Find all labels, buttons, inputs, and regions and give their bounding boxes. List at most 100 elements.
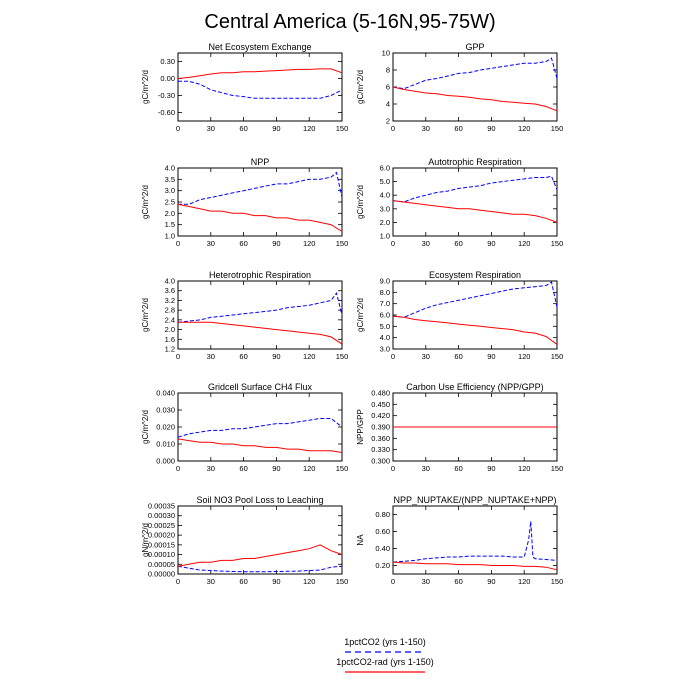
plot-frame: [177, 280, 343, 350]
x-tick-label: 60: [454, 124, 462, 133]
y-axis-label: NPP/GPP: [356, 409, 365, 445]
panel-autotrophic-respiration: Autotrophic Respiration 0 30 60 90 120 150 1.0 2…: [356, 157, 563, 248]
y-tick-label: 4.0: [165, 277, 175, 286]
x-tick-label: 150: [336, 464, 349, 473]
x-tick-label: 0: [176, 124, 180, 133]
series-line-1pctco2-yrs-1-150: [177, 291, 343, 323]
panel-title: Autotrophic Respiration: [428, 157, 522, 167]
panel-title: NPP: [251, 157, 270, 167]
y-tick-label: 8.0: [380, 288, 390, 297]
x-tick-label: 120: [303, 239, 316, 248]
y-tick-label: 9.0: [380, 277, 390, 286]
plot-frame: [177, 505, 343, 575]
x-tick-label: 90: [487, 239, 495, 248]
x-tick-label: 0: [176, 577, 180, 586]
y-tick-label: 2.5: [165, 198, 175, 207]
y-tick-label: 4: [386, 100, 390, 109]
y-tick-label: 2: [386, 117, 390, 126]
y-tick-label: 0.450: [371, 400, 390, 409]
y-tick-label: 0.00030: [148, 511, 175, 520]
y-tick-label: 0.00005: [148, 560, 175, 569]
y-axis-label: gC/m^2/d: [141, 410, 150, 444]
x-tick-label: 30: [422, 239, 430, 248]
panel-title: Ecosystem Respiration: [429, 270, 521, 280]
x-tick-label: 30: [207, 239, 215, 248]
y-tick-label: 7.0: [380, 299, 390, 308]
x-tick-label: 0: [391, 352, 395, 361]
y-tick-label: 0.030: [156, 406, 175, 415]
series-line-1pctco2-rad-yrs-1-150: [177, 544, 343, 567]
y-tick-label: 0.390: [371, 423, 390, 432]
y-tick-label: 0.480: [371, 389, 390, 398]
series-line-1pctco2-rad-yrs-1-150: [177, 203, 343, 232]
y-tick-label: 3.5: [165, 175, 175, 184]
x-tick-label: 120: [303, 124, 316, 133]
plot-frame: [392, 505, 558, 575]
series-line-1pctco2-rad-yrs-1-150: [392, 561, 558, 571]
y-tick-label: 3.6: [165, 286, 175, 295]
plot-frame: [392, 52, 558, 122]
panel-npp-nuptake-npp-nuptake-npp: NPP_NUPTAKE/(NPP_NUPTAKE+NPP) 0 30 60 90 120 1…: [356, 495, 563, 586]
x-tick-label: 120: [303, 352, 316, 361]
y-tick-label: 0.420: [371, 411, 390, 420]
series-line-1pctco2-yrs-1-150: [177, 565, 343, 573]
series-line-1pctco2-yrs-1-150: [392, 57, 558, 90]
y-tick-label: 1.5: [165, 220, 175, 229]
x-tick-label: 30: [422, 577, 430, 586]
y-axis-label: gN/m^2/d: [141, 523, 150, 557]
plot-frame: [392, 280, 558, 350]
x-tick-label: 150: [336, 577, 349, 586]
x-tick-label: 60: [239, 352, 247, 361]
x-tick-label: 90: [272, 124, 280, 133]
plot-frame: [392, 167, 558, 237]
y-tick-label: 2.0: [380, 218, 390, 227]
panel-title: Gridcell Surface CH4 Flux: [208, 382, 313, 392]
y-tick-label: 0.40: [375, 544, 390, 553]
y-axis-label: NA: [356, 534, 365, 546]
x-tick-label: 150: [336, 124, 349, 133]
y-tick-label: 3.0: [380, 204, 390, 213]
y-tick-label: 6: [386, 83, 390, 92]
x-tick-label: 30: [207, 352, 215, 361]
legend-label-1pctco2-rad: 1pctCO2-rad (yrs 1-150): [336, 657, 434, 667]
x-tick-label: 90: [272, 577, 280, 586]
panel-title: Soil NO3 Pool Loss to Leaching: [196, 495, 323, 505]
x-tick-label: 0: [391, 464, 395, 473]
panel-npp: NPP 0 30 60 90 120 150 1.0 1.5 2.0 2.5 3.0 3.5 4.0 gC/…: [141, 157, 348, 248]
y-tick-label: 0.360: [371, 434, 390, 443]
x-tick-label: 150: [551, 577, 564, 586]
x-tick-label: 60: [239, 239, 247, 248]
y-tick-label: 1.2: [165, 345, 175, 354]
x-tick-label: 150: [551, 464, 564, 473]
x-tick-label: 120: [303, 464, 316, 473]
series-line-1pctco2-yrs-1-150: [392, 281, 558, 318]
y-tick-label: 0.00020: [148, 531, 175, 540]
y-tick-label: -0.60: [158, 108, 175, 117]
x-tick-label: 120: [518, 124, 531, 133]
y-axis-label: gC/m^2/d: [356, 185, 365, 219]
x-tick-label: 120: [518, 352, 531, 361]
x-tick-label: 90: [487, 352, 495, 361]
series-line-1pctco2-rad-yrs-1-150: [177, 438, 343, 453]
legend: 1pctCO2 (yrs 1-150) 1pctCO2-rad (yrs 1-1…: [336, 637, 434, 673]
x-tick-label: 120: [518, 577, 531, 586]
y-axis-label: gC/m^2/d: [141, 185, 150, 219]
y-tick-label: 3.0: [165, 186, 175, 195]
panel-soil-no3-pool-loss-to-leaching: Soil NO3 Pool Loss to Leaching 0 30 60 90 120…: [141, 495, 348, 586]
x-tick-label: 60: [454, 239, 462, 248]
y-tick-label: 10: [382, 49, 390, 58]
x-tick-label: 60: [239, 464, 247, 473]
x-tick-label: 60: [454, 352, 462, 361]
series-line-1pctco2-yrs-1-150: [392, 521, 558, 563]
x-tick-label: 150: [551, 352, 564, 361]
y-tick-label: 2.8: [165, 306, 175, 315]
y-tick-label: 0.20: [375, 561, 390, 570]
y-tick-label: 0.000: [156, 457, 175, 466]
panel-gpp: GPP 0 30 60 90 120 150 2 4 6 8 10 gC/m^2/d: [356, 42, 563, 133]
y-tick-label: 2.4: [165, 315, 175, 324]
x-tick-label: 150: [551, 124, 564, 133]
y-tick-label: 0.040: [156, 389, 175, 398]
x-tick-label: 150: [336, 239, 349, 248]
x-tick-label: 0: [391, 239, 395, 248]
